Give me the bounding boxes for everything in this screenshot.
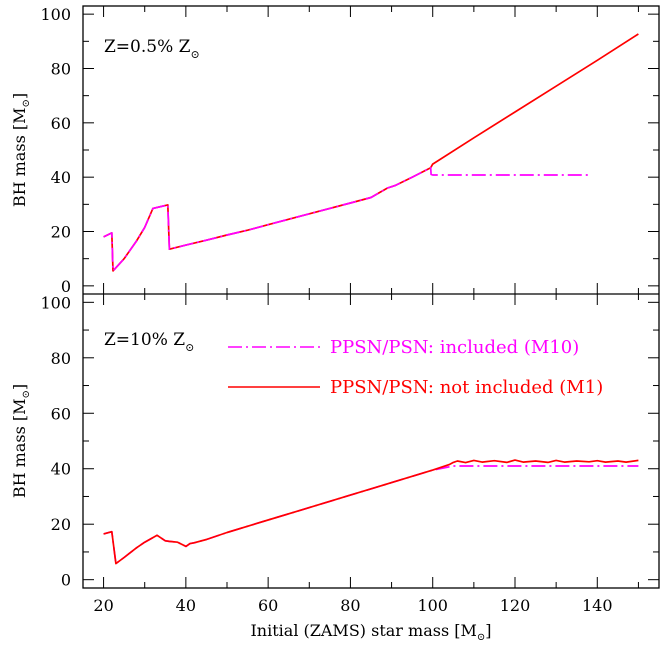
bottom-y-axis-title: BH mass [M⊙] bbox=[10, 384, 32, 498]
top-panel-label: Z=0.5% Z⊙ bbox=[104, 37, 200, 61]
x-tick-label: 120 bbox=[500, 596, 531, 615]
y-tick-label: 0 bbox=[61, 277, 71, 296]
legend-label-m1: PPSN/PSN: not included (M1) bbox=[330, 377, 603, 398]
legend-label-m10: PPSN/PSN: included (M10) bbox=[330, 337, 579, 358]
bottom-panel-series bbox=[103, 459, 639, 565]
y-tick-label: 60 bbox=[51, 404, 71, 423]
x-axis-title: Initial (ZAMS) star mass [M⊙] bbox=[250, 621, 491, 643]
y-tick-label: 0 bbox=[61, 571, 71, 590]
x-tick-label: 100 bbox=[417, 596, 448, 615]
x-tick-label: 140 bbox=[582, 596, 613, 615]
x-tick-label: 40 bbox=[176, 596, 196, 615]
y-tick-label: 80 bbox=[51, 349, 71, 368]
x-tick-label: 20 bbox=[93, 596, 113, 615]
x-tick-label: 80 bbox=[340, 596, 360, 615]
top-y-axis-title: BH mass [M⊙] bbox=[10, 93, 32, 207]
y-tick-label: 80 bbox=[51, 59, 71, 78]
legend: PPSN/PSN: included (M10) PPSN/PSN: not i… bbox=[228, 337, 603, 398]
y-tick-label: 100 bbox=[40, 293, 71, 312]
top-panel-series bbox=[103, 33, 639, 272]
y-tick-label: 20 bbox=[51, 223, 71, 242]
series-line-m10 bbox=[103, 166, 590, 272]
x-tick-label: 60 bbox=[258, 596, 278, 615]
y-tick-label: 60 bbox=[51, 114, 71, 133]
bottom-panel-label: Z=10% Z⊙ bbox=[104, 330, 194, 354]
series-line-m10 bbox=[103, 465, 639, 565]
series-line-m1 bbox=[103, 459, 639, 565]
y-tick-label: 100 bbox=[40, 5, 71, 24]
plot-frame bbox=[82, 5, 660, 589]
y-tick-label: 40 bbox=[51, 168, 71, 187]
y-tick-label: 20 bbox=[51, 515, 71, 534]
bottom-panel-ticks: 0 20 40 60 80 100 20 40 60 80 100 120 140 bbox=[40, 293, 659, 615]
series-line-m1 bbox=[103, 33, 639, 272]
y-tick-label: 40 bbox=[51, 460, 71, 479]
top-panel-ticks: 0 20 40 60 80 100 bbox=[40, 5, 659, 296]
